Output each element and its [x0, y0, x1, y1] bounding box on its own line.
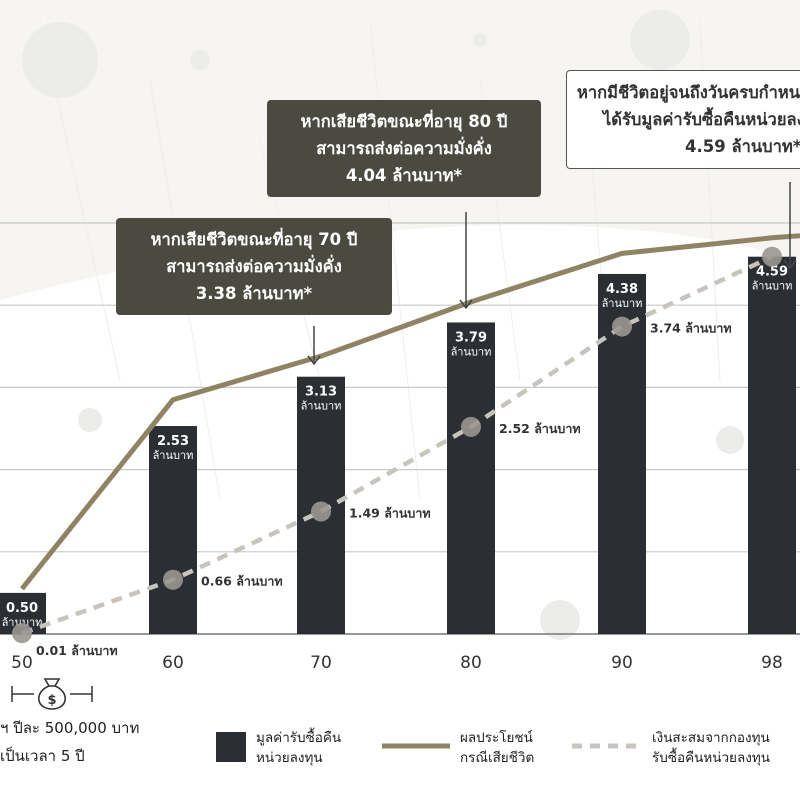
savings-point	[12, 623, 32, 644]
bar-value-label: 3.13	[305, 385, 337, 400]
legend-label-savings: เงินสะสมจากกองทุน รับซื้อคืนหน่วยลงทุน	[652, 730, 770, 766]
savings-point-label: 0.66 ล้านบาท	[201, 574, 283, 589]
callout-age-70: หากเสียชีวิตขณะที่อายุ 70 ปี สามารถส่งต่…	[116, 218, 392, 315]
x-tick-label: 60	[162, 653, 184, 673]
bar-unit-label: ล้านบาท	[2, 616, 43, 629]
x-tick-label: 80	[460, 653, 482, 673]
x-tick-label: 98	[761, 653, 783, 673]
bar-rect	[447, 322, 495, 634]
x-tick-label: 50	[11, 653, 33, 673]
legend-swatch-bar	[216, 732, 246, 762]
bar-unit-label: ล้านบาท	[602, 297, 643, 310]
bar-series: 0.50ล้านบาท2.53ล้านบาท3.13ล้านบาท3.79ล้า…	[0, 256, 796, 634]
money-bag-icon: $	[34, 678, 70, 710]
bar-value-label: 0.50	[6, 601, 38, 616]
legend-swatches	[216, 732, 640, 762]
bar-90: 4.38ล้านบาท	[598, 273, 646, 634]
savings-point	[461, 416, 481, 437]
savings-point	[163, 569, 183, 590]
savings-point	[762, 246, 782, 267]
savings-point-label: 3.74 ล้านบาท	[650, 321, 732, 336]
callout-arrows	[307, 182, 797, 366]
callout-age-80: หากเสียชีวิตขณะที่อายุ 80 ปี สามารถส่งต่…	[267, 100, 541, 197]
svg-text:$: $	[47, 693, 56, 708]
premium-note: ฯ ปีละ 500,000 บาท เป็นเวลา 5 ปี	[0, 719, 140, 765]
savings-path	[21, 254, 773, 636]
savings-dashed-line: 0.01 ล้านบาท 0.66 ล้านบาท 1.49 ล้านบาท 2.52…	[12, 246, 782, 658]
bar-60: 2.53ล้านบาท	[149, 426, 197, 634]
x-tick-label: 90	[611, 653, 633, 673]
bar-rect	[149, 426, 197, 634]
legend-label-bar: มูลค่ารับซื้อคืน หน่วยลงทุน	[256, 730, 342, 766]
bar-value-label: 4.38	[606, 282, 638, 297]
savings-point-label: 2.52 ล้านบาท	[499, 421, 581, 436]
bar-unit-label: ล้านบาท	[752, 280, 793, 293]
bar-value-label: 2.53	[157, 434, 189, 449]
bar-value-label: 4.59	[756, 265, 788, 280]
savings-point	[311, 501, 331, 522]
savings-point	[612, 316, 632, 337]
bar-rect	[748, 256, 796, 634]
callout-maturity: หากมีชีวิตอยู่จนถึงวันครบกำหนด ได้รับมูล…	[566, 70, 800, 169]
bar-98: 4.59ล้านบาท	[748, 256, 796, 634]
savings-point-label: 0.01 ล้านบาท	[36, 643, 118, 658]
x-axis-tick-labels: 50 60 70 80 90 98	[11, 653, 783, 673]
bar-unit-label: ล้านบาท	[451, 345, 492, 358]
bar-value-label: 3.79	[455, 330, 487, 345]
bar-unit-label: ล้านบาท	[153, 449, 194, 462]
bar-80: 3.79ล้านบาท	[447, 322, 495, 634]
legend-label-death-benefit: ผลประโยชน์ กรณีเสียชีวิต	[460, 730, 535, 766]
x-tick-label: 70	[310, 653, 332, 673]
bar-unit-label: ล้านบาท	[301, 400, 342, 413]
savings-point-label: 1.49 ล้านบาท	[349, 506, 431, 521]
